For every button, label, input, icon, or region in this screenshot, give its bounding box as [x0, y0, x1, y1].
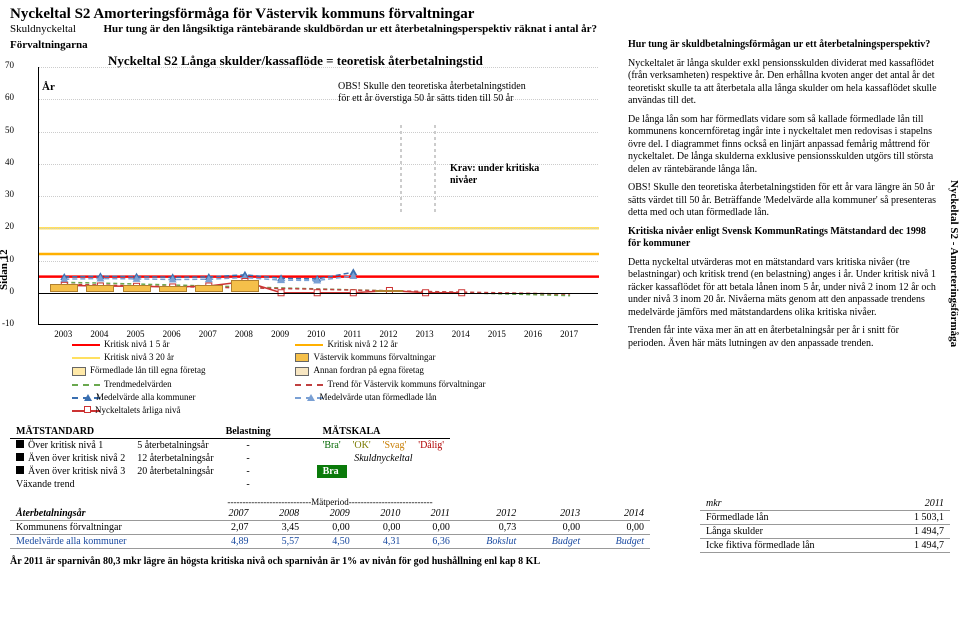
mats-r2a: Även över kritisk nivå 2: [28, 453, 125, 464]
right-p3: OBS! Skulle den teoretiska återbetalning…: [628, 182, 938, 220]
side-tab-right: Nyckeltal S2 - Amorteringsförmåga: [948, 180, 960, 347]
mats-r2b: 12 återbetalningsår: [131, 452, 219, 465]
lg-krit2: Kritisk nivå 2 12 år: [327, 339, 397, 349]
right-p2: De långa lån som har förmedlats vidare s…: [628, 114, 938, 177]
matstandard-table: MÄTSTANDARD Belastning MÄTSKALA Över kri…: [10, 425, 450, 491]
subtitle-question: Hur tung är den långsiktiga räntebärande…: [104, 23, 598, 35]
right-p5: Trenden får inte växa mer än att en åter…: [628, 325, 938, 350]
lg-form: Förmedlade lån till egna företag: [90, 365, 205, 375]
mini-r1: Förmedlade lån: [700, 511, 885, 525]
mats-r3c: -: [220, 465, 277, 478]
mats-bra: Bra: [317, 465, 347, 478]
scale-ok: 'OK': [353, 440, 371, 451]
lg-ann: Annan fordran på egna företag: [313, 365, 423, 375]
right-p4: Detta nyckeltal utvärderas mot en mätsta…: [628, 257, 938, 320]
mats-r2c: -: [220, 452, 277, 465]
bottom-table: Återbetalningsår200720082009201020112012…: [10, 507, 650, 549]
subtitle-label: Skuldnyckeltal: [10, 23, 76, 35]
krav-note: Krav: under kritiska nivåer: [450, 163, 550, 187]
mats-r3a: Även över kritisk nivå 3: [28, 466, 125, 477]
scale-dalig: 'Dålig': [418, 440, 444, 451]
mats-h1: MÄTSTANDARD: [10, 425, 220, 439]
lg-arlig: Nyckeltalets årliga nivå: [95, 405, 180, 415]
mats-r4c: -: [220, 478, 277, 491]
lg-trendv: Trend för Västervik kommuns förvaltninga…: [327, 379, 485, 389]
right-p4h: Kritiska nivåer enligt Svensk KommunRati…: [628, 226, 938, 251]
bt-r2l: Medelvärde alla kommuner: [10, 535, 204, 549]
mats-h2: Belastning: [220, 425, 277, 439]
page-title: Nyckeltal S2 Amorteringsförmåga för Väst…: [10, 6, 950, 23]
forv-label: Förvaltningarna: [10, 39, 620, 51]
chart: Nyckeltal S2 Långa skulder/kassaflöde = …: [38, 53, 620, 363]
legend: Kritisk nivå 1 5 år Kritisk nivå 2 12 år…: [70, 337, 610, 418]
lg-vast: Västervik kommuns förvaltningar: [313, 352, 435, 362]
subtitle: Skuldnyckeltal Hur tung är den långsikti…: [10, 23, 950, 35]
mats-r1a: Över kritisk nivå 1: [28, 440, 103, 451]
matperiod: ----------------------------Mätperiod---…: [10, 497, 650, 507]
right-p1: Nyckeltalet är långa skulder exkl pensio…: [628, 58, 938, 108]
mats-r1c: -: [220, 439, 277, 453]
lg-medall: Medelvärde alla kommuner: [96, 392, 195, 402]
lg-krit1: Kritisk nivå 1 5 år: [104, 339, 170, 349]
lg-krit3: Kritisk nivå 3 20 år: [104, 352, 174, 362]
mini-v2: 1 494,7: [885, 525, 950, 539]
scale-svag: 'Svag': [383, 440, 407, 451]
mini-v1: 1 503,1: [885, 511, 950, 525]
right-q: Hur tung är skuldbetalningsförmågan ur e…: [628, 39, 938, 52]
footnote: År 2011 är sparnivån 80,3 mkr lägre än h…: [10, 556, 950, 567]
scale-bra: 'Bra': [323, 440, 341, 451]
mats-skuld: Skuldnyckeltal: [317, 452, 451, 465]
right-text: Hur tung är skuldbetalningsförmågan ur e…: [628, 39, 938, 363]
lg-medutan: Medelvärde utan förmedlade lån: [319, 392, 436, 402]
mini-r3: Icke fiktiva förmedlade lån: [700, 539, 885, 553]
mini-h1: mkr: [700, 497, 885, 511]
mini-v3: 1 494,7: [885, 539, 950, 553]
mini-h2: 2011: [885, 497, 950, 511]
mini-table: mkr2011 Förmedlade lån1 503,1 Långa skul…: [700, 497, 950, 553]
lg-trend: Trendmedelvärden: [104, 379, 172, 389]
bt-r1l: Kommunens förvaltningar: [10, 521, 204, 535]
mats-r1b: 5 återbetalningsår: [131, 439, 219, 453]
mini-r2: Långa skulder: [700, 525, 885, 539]
mats-r4a: Växande trend: [10, 478, 220, 491]
mats-h3: MÄTSKALA: [317, 425, 451, 439]
bt-hdr: Återbetalningsår: [10, 507, 204, 521]
obs-note: OBS! Skulle den teoretiska återbetalning…: [338, 81, 538, 105]
mats-r3b: 20 återbetalningsår: [131, 465, 219, 478]
